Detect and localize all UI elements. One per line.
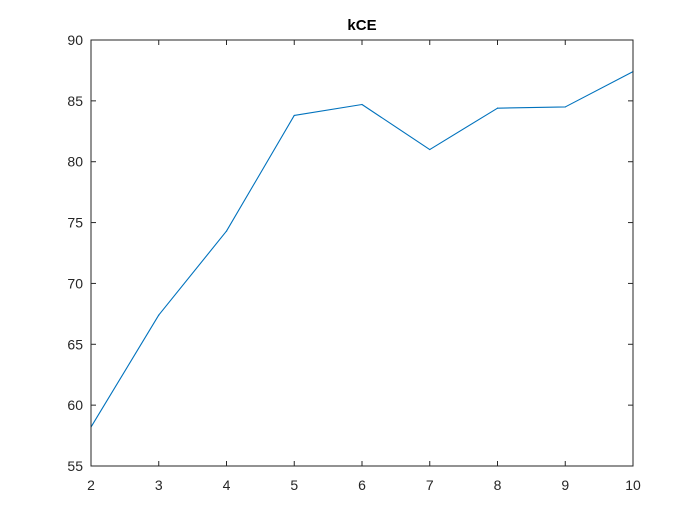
x-tick-label: 9 xyxy=(561,477,569,493)
y-tick-label: 60 xyxy=(67,397,83,413)
axis-ticks: 2 3 4 5 6 7 8 9 10 55 60 65 70 75 80 85 90 xyxy=(67,32,641,493)
y-tick-label: 80 xyxy=(67,154,83,170)
x-tick-label: 6 xyxy=(358,477,366,493)
series-layer xyxy=(90,71,634,428)
data-point xyxy=(293,114,295,117)
data-point xyxy=(158,314,160,316)
x-tick-label: 8 xyxy=(494,477,502,493)
y-tick-label: 70 xyxy=(67,275,83,291)
y-tick-label: 75 xyxy=(67,215,83,231)
x-tick-label: 5 xyxy=(290,477,298,493)
data-point xyxy=(496,107,499,109)
y-tick-label: 55 xyxy=(67,458,83,474)
data-point xyxy=(361,103,363,106)
x-tick-label: 7 xyxy=(426,477,434,493)
chart-title: kCE xyxy=(347,17,376,34)
y-tick-label: 90 xyxy=(67,32,83,48)
y-tick-label: 85 xyxy=(67,93,83,109)
x-tick-label: 2 xyxy=(87,477,95,493)
plot-area-frame xyxy=(90,39,634,467)
y-tick-label: 65 xyxy=(67,336,83,352)
x-tick-label: 10 xyxy=(625,477,641,493)
x-tick-label: 3 xyxy=(155,477,163,493)
data-point xyxy=(225,230,228,232)
x-tick-label: 4 xyxy=(223,477,231,493)
series-line xyxy=(90,71,634,428)
data-point xyxy=(564,106,566,108)
data-point xyxy=(429,148,431,151)
